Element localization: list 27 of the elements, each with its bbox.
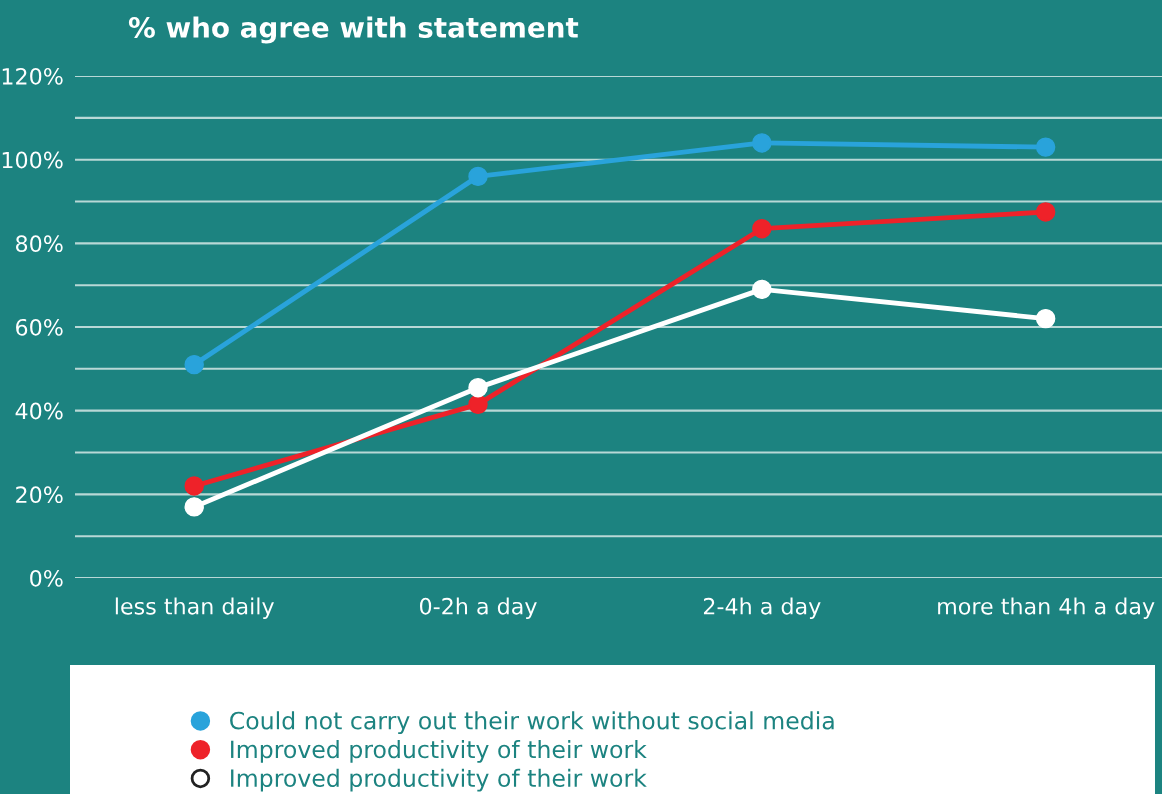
point [1035, 202, 1056, 222]
y-tick-label: 0% [30, 569, 63, 587]
legend-label: Improved productivity of their work [231, 740, 647, 763]
y-tick-label: 20% [16, 486, 63, 504]
x-tick-label: less than daily [115, 597, 274, 619]
point [468, 377, 488, 398]
point [468, 166, 488, 187]
point [184, 497, 204, 517]
point [1035, 137, 1056, 157]
y-tick-label: 40% [15, 402, 63, 420]
point [1035, 308, 1056, 329]
chart-title: % who agree with statement [128, 16, 579, 44]
y-tick-label: 100% [2, 151, 63, 169]
point [752, 218, 772, 239]
y-tick-label: 120% [2, 67, 63, 85]
legend-label: Could not carry out their work without social media [230, 711, 834, 735]
x-tick-label: 2-4h a day [703, 597, 821, 619]
y-tick-label: 60% [16, 318, 63, 336]
y-tick-label: 80% [16, 235, 63, 253]
point [184, 476, 204, 496]
legend-label: Improved productivity of their work [231, 768, 647, 792]
point [752, 279, 772, 300]
x-tick-label: 0-2h a day [419, 597, 537, 619]
x-tick-label: more than 4h a day [938, 597, 1155, 619]
point [184, 354, 204, 375]
point [468, 394, 488, 415]
point [752, 133, 772, 153]
